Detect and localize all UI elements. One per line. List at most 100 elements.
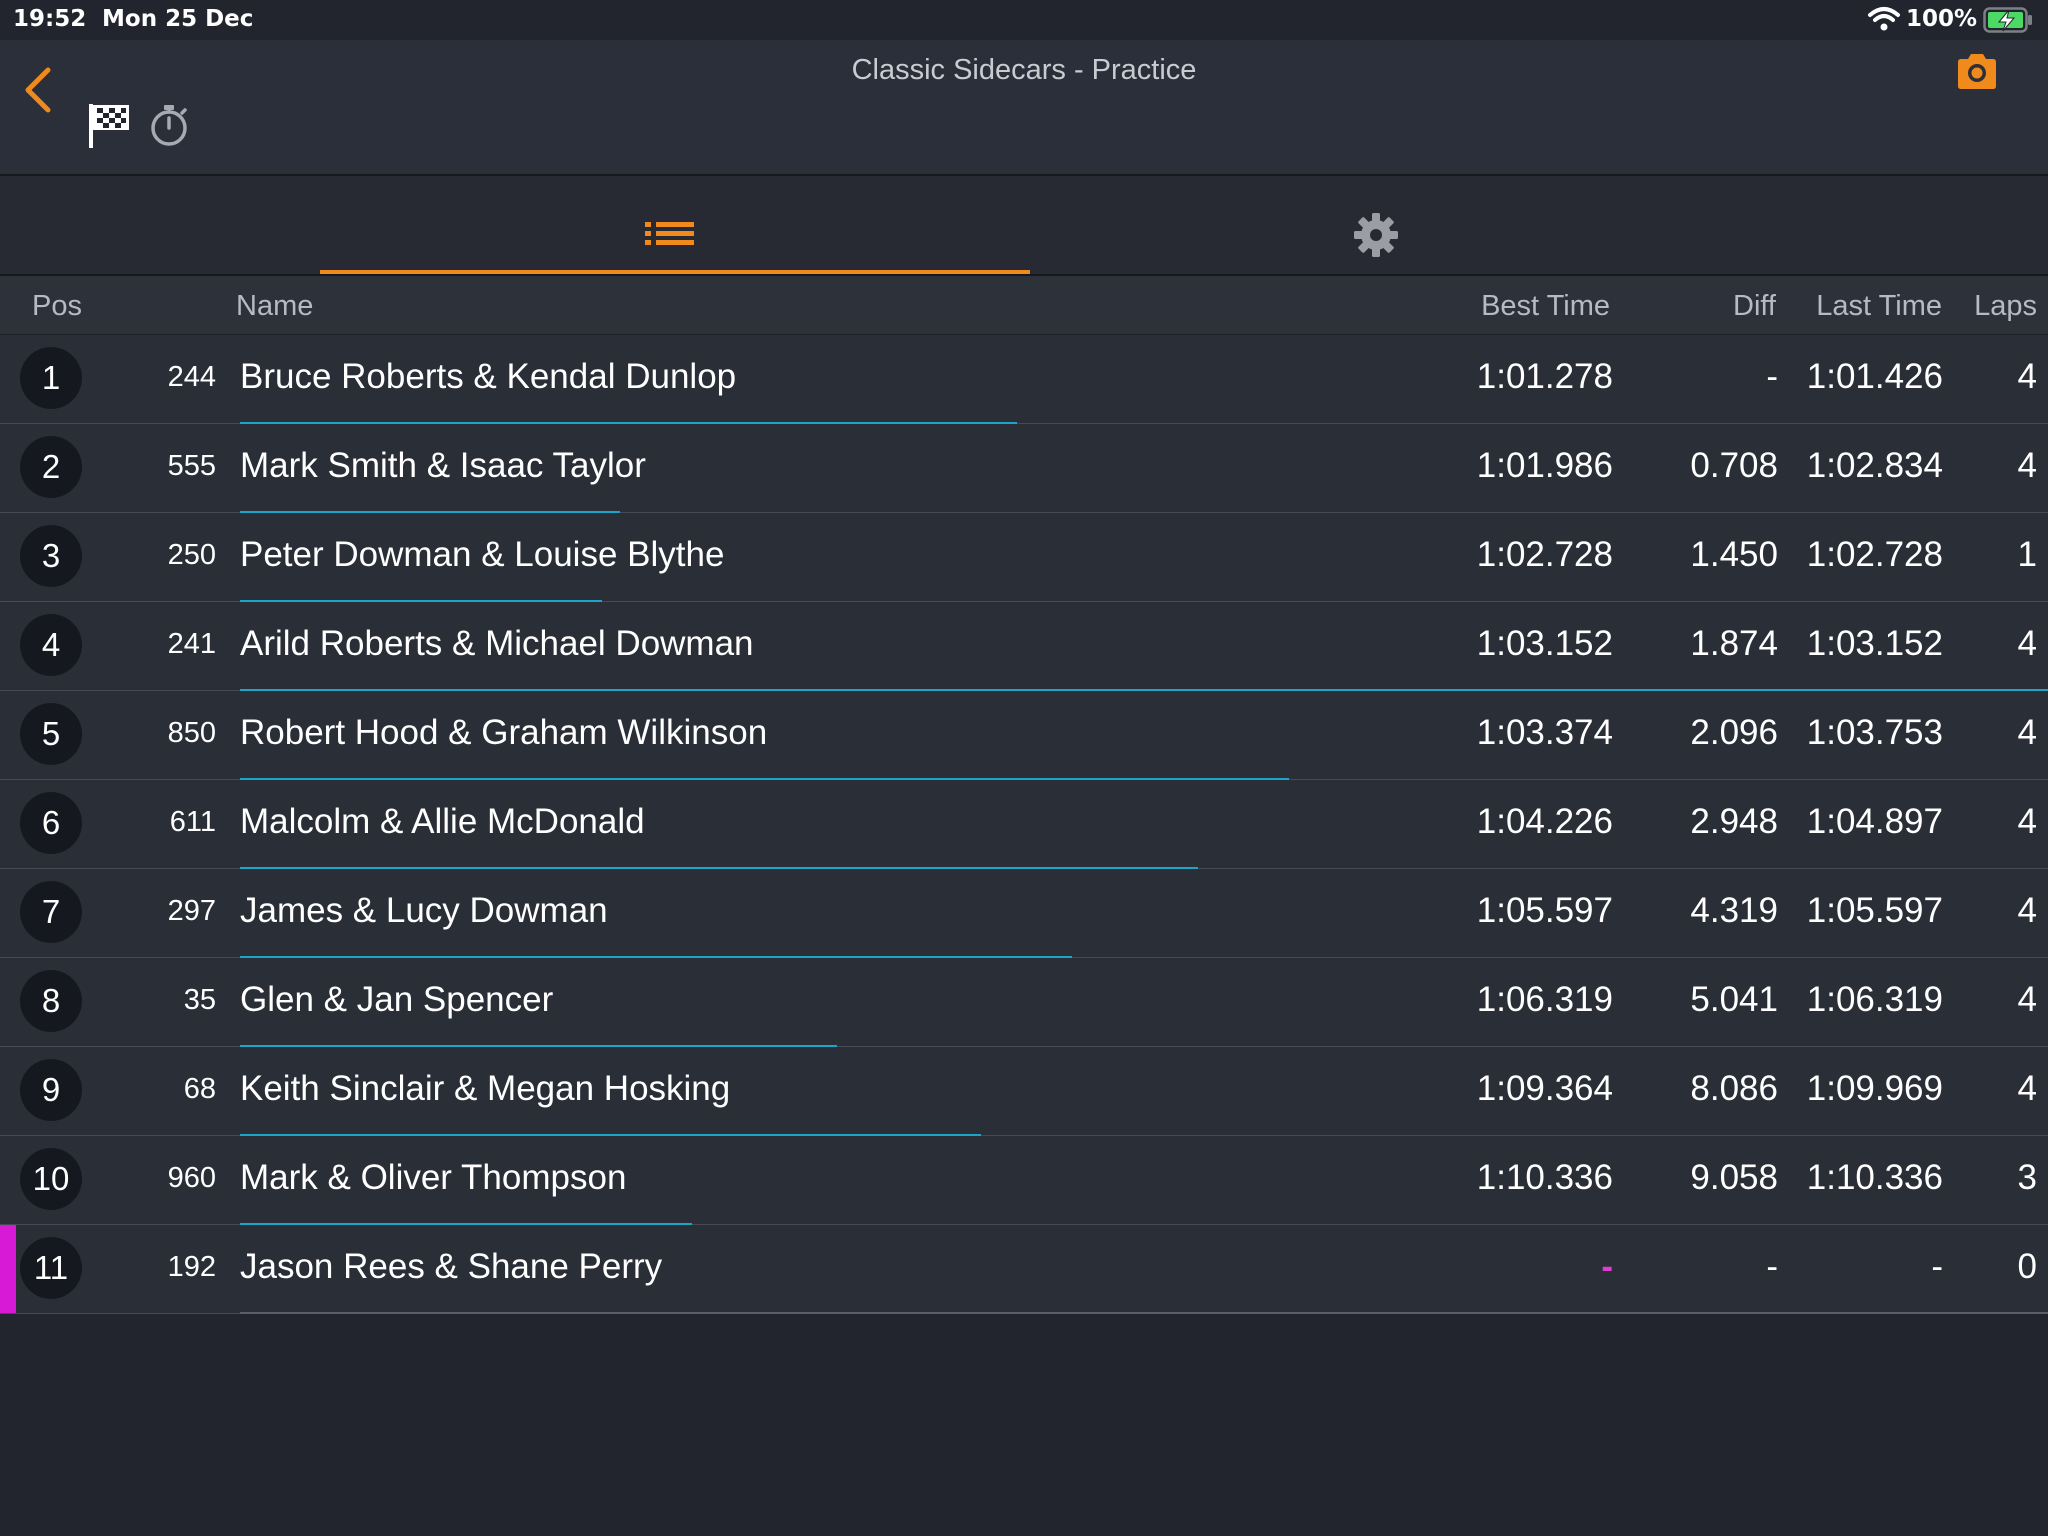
- best-time: 1:01.986: [1476, 446, 1613, 485]
- tab-bar: [0, 176, 2048, 276]
- diff-time: 8.086: [1690, 1069, 1778, 1108]
- rider-names: Keith Sinclair & Megan Hosking: [240, 1069, 731, 1108]
- header-best-time: Best Time: [1481, 290, 1610, 322]
- last-time: 1:10.336: [1806, 1158, 1943, 1197]
- header-laps: Laps: [1974, 290, 2037, 322]
- rider-names: Mark Smith & Isaac Taylor: [240, 446, 646, 485]
- best-time: 1:03.152: [1476, 624, 1613, 663]
- status-bar: 19:52 Mon 25 Dec 100%: [0, 0, 2048, 40]
- last-time: 1:02.834: [1806, 446, 1943, 485]
- table-row[interactable]: 3 250 Peter Dowman & Louise Blythe 1:02.728…: [0, 513, 2048, 602]
- race-number: 241: [167, 628, 216, 660]
- lap-count: 4: [2017, 1069, 2037, 1108]
- table-row[interactable]: 11 192 Jason Rees & Shane Perry - - - 0: [0, 1225, 2048, 1314]
- best-time: 1:03.374: [1476, 713, 1613, 752]
- race-number: 960: [167, 1162, 216, 1194]
- table-row[interactable]: 2 555 Mark Smith & Isaac Taylor 1:01.986 0.7…: [0, 424, 2048, 513]
- header-last-time: Last Time: [1816, 290, 1942, 322]
- table-row[interactable]: 9 68 Keith Sinclair & Megan Hosking 1:09.36…: [0, 1047, 2048, 1136]
- camera-icon[interactable]: [1954, 52, 2000, 92]
- best-time: -: [1601, 1247, 1613, 1286]
- position-badge: 1: [20, 347, 82, 409]
- table-row[interactable]: 8 35 Glen & Jan Spencer 1:06.319 5.041 1:06.3…: [0, 958, 2048, 1047]
- position-badge: 8: [20, 970, 82, 1032]
- diff-time: 0.708: [1690, 446, 1778, 485]
- rider-names: Mark & Oliver Thompson: [240, 1158, 627, 1197]
- last-time: 1:05.597: [1806, 891, 1943, 930]
- last-time: 1:02.728: [1806, 535, 1943, 574]
- rider-names: Glen & Jan Spencer: [240, 980, 554, 1019]
- column-header-row: Pos Name Best Time Diff Last Time Laps: [0, 276, 2048, 335]
- lap-count: 1: [2017, 535, 2037, 574]
- navigation-bar: Classic Sidecars - Practice: [0, 40, 2048, 176]
- battery-charging-icon: [1983, 7, 2032, 33]
- diff-time: 1.874: [1690, 624, 1778, 663]
- position-badge: 2: [20, 436, 82, 498]
- header-pos: Pos: [32, 290, 82, 322]
- rider-names: Bruce Roberts & Kendal Dunlop: [240, 357, 737, 396]
- lap-count: 0: [2017, 1247, 2037, 1286]
- position-badge: 9: [20, 1059, 82, 1121]
- lap-count: 4: [2017, 357, 2037, 396]
- rider-names: James & Lucy Dowman: [240, 891, 608, 930]
- race-number: 35: [183, 984, 216, 1016]
- stopwatch-icon: [151, 105, 187, 146]
- last-time: 1:04.897: [1806, 802, 1943, 841]
- race-number: 297: [167, 895, 216, 927]
- last-time: 1:09.969: [1806, 1069, 1943, 1108]
- race-number: 611: [169, 806, 216, 838]
- status-date: Mon 25 Dec: [102, 6, 254, 32]
- best-time: 1:04.226: [1476, 802, 1613, 841]
- table-row[interactable]: 1 244 Bruce Roberts & Kendal Dunlop 1:01.27…: [0, 335, 2048, 424]
- position-badge: 11: [20, 1237, 82, 1299]
- tab-settings[interactable]: [1030, 176, 1730, 274]
- last-time: 1:01.426: [1806, 357, 1943, 396]
- progress-bar: [240, 778, 1289, 780]
- table-row[interactable]: 10 960 Mark & Oliver Thompson 1:10.336 9.058…: [0, 1136, 2048, 1225]
- table-row[interactable]: 6 611 Malcolm & Allie McDonald 1:04.226 2.94…: [0, 780, 2048, 869]
- table-row[interactable]: 7 297 James & Lucy Dowman 1:05.597 4.319 1:05…: [0, 869, 2048, 958]
- table-row[interactable]: 5 850 Robert Hood & Graham Wilkinson 1:03.3…: [0, 691, 2048, 780]
- last-time: -: [1931, 1247, 1943, 1286]
- best-time: 1:02.728: [1476, 535, 1613, 574]
- progress-bar: [240, 689, 2048, 691]
- page-title: Classic Sidecars - Practice: [851, 54, 1197, 86]
- best-time: 1:10.336: [1476, 1158, 1613, 1197]
- position-badge: 6: [20, 792, 82, 854]
- lap-count: 4: [2017, 980, 2037, 1019]
- wifi-icon: [1868, 7, 1900, 31]
- best-time: 1:01.278: [1476, 357, 1613, 396]
- rider-names: Peter Dowman & Louise Blythe: [240, 535, 725, 574]
- race-number: 555: [167, 450, 216, 482]
- race-number: 68: [183, 1073, 216, 1105]
- diff-time: 1.450: [1690, 535, 1778, 574]
- lap-count: 4: [2017, 891, 2037, 930]
- race-number: 250: [167, 539, 216, 571]
- progress-bar: [240, 1312, 2048, 1314]
- last-time: 1:03.753: [1806, 713, 1943, 752]
- tab-results-list[interactable]: [320, 176, 1030, 274]
- table-row[interactable]: 4 241 Arild Roberts & Michael Dowman 1:03.1…: [0, 602, 2048, 691]
- lap-count: 4: [2017, 446, 2037, 485]
- diff-time: -: [1766, 1247, 1778, 1286]
- last-time: 1:03.152: [1806, 624, 1943, 663]
- results-table: 1 2 4 4 Bruce Roberts & Kendal Dunlop 1:01.27…: [0, 335, 2048, 1314]
- progress-bar: [240, 600, 602, 602]
- checkered-flag-icon: [89, 104, 129, 148]
- diff-time: -: [1766, 357, 1778, 396]
- rider-names: Malcolm & Allie McDonald: [240, 802, 645, 841]
- rider-names: Arild Roberts & Michael Dowman: [240, 624, 754, 663]
- position-badge: 10: [20, 1148, 82, 1210]
- best-time: 1:05.597: [1476, 891, 1613, 930]
- row-highlight-marker: [0, 1225, 16, 1313]
- progress-bar: [240, 1134, 981, 1136]
- position-badge: 7: [20, 881, 82, 943]
- battery-percent: 100%: [1906, 6, 1978, 32]
- last-time: 1:06.319: [1806, 980, 1943, 1019]
- diff-time: 2.948: [1690, 802, 1778, 841]
- back-chevron-icon[interactable]: [16, 60, 56, 124]
- diff-time: 2.096: [1690, 713, 1778, 752]
- progress-bar: [240, 422, 1017, 424]
- gear-icon: [1354, 213, 1398, 257]
- lap-count: 4: [2017, 802, 2037, 841]
